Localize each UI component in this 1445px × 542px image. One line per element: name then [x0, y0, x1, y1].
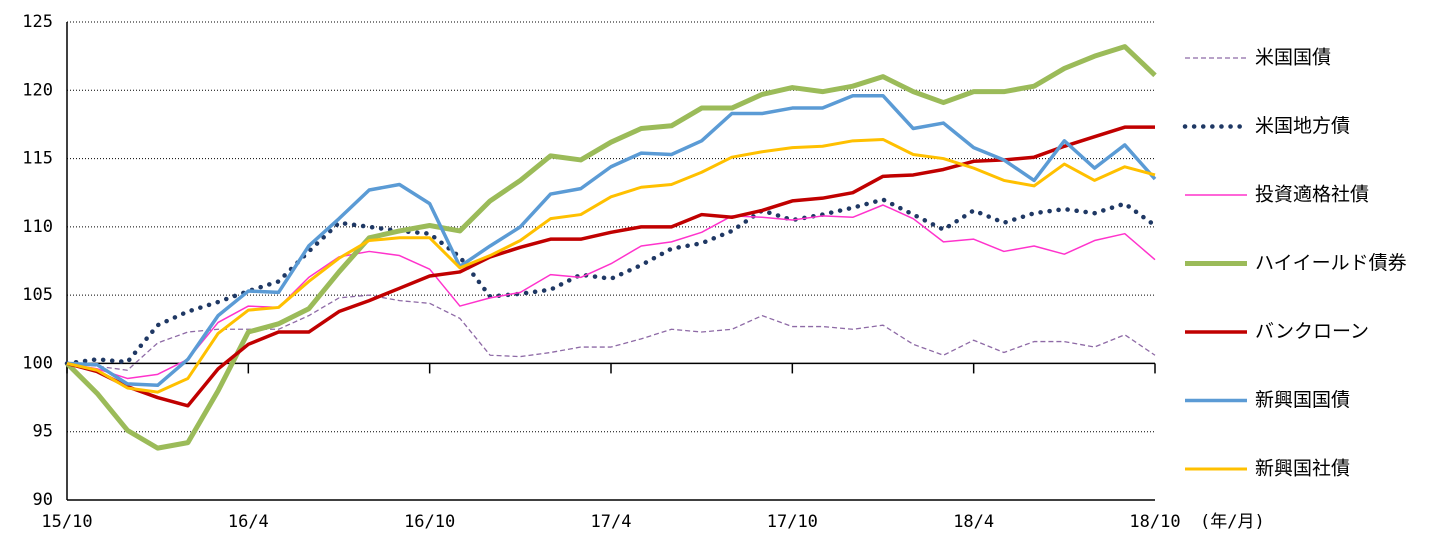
series-line	[66, 294, 1156, 371]
x-tick-label: 18/10	[1129, 512, 1180, 532]
series-line	[65, 44, 1157, 451]
y-tick-label: 95	[33, 422, 53, 442]
legend-label: 米国国債	[1255, 47, 1331, 69]
y-tick-label: 120	[22, 80, 53, 100]
x-tick-label: 17/4	[591, 512, 632, 532]
series-line	[66, 204, 1156, 380]
series-line	[64, 197, 1158, 366]
x-tick-label: 17/10	[767, 512, 818, 532]
x-tick-label: 18/4	[953, 512, 994, 532]
series-line	[66, 93, 1157, 388]
x-tick-label: 16/4	[228, 512, 269, 532]
y-tick-label: 105	[22, 285, 53, 305]
legend-label: 新興国国債	[1255, 389, 1350, 411]
y-tick-label: 90	[33, 490, 53, 510]
x-tick-label: 15/10	[41, 512, 92, 532]
legend-label: 投資適格社債	[1255, 184, 1369, 206]
x-axis-label: (年/月)	[1200, 512, 1265, 532]
y-tick-label: 100	[22, 353, 53, 373]
series-line	[66, 137, 1156, 394]
x-tick-label: 16/10	[404, 512, 455, 532]
legend-label: ハイイールド債券	[1255, 252, 1407, 274]
y-tick-label: 125	[22, 12, 53, 32]
series-line	[66, 125, 1155, 408]
legend-label: 米国地方債	[1255, 115, 1350, 137]
legend-label: バンクローン	[1255, 321, 1369, 343]
y-tick-label: 110	[22, 217, 53, 237]
y-tick-label: 115	[22, 149, 53, 169]
legend-label: 新興国社債	[1255, 458, 1350, 480]
